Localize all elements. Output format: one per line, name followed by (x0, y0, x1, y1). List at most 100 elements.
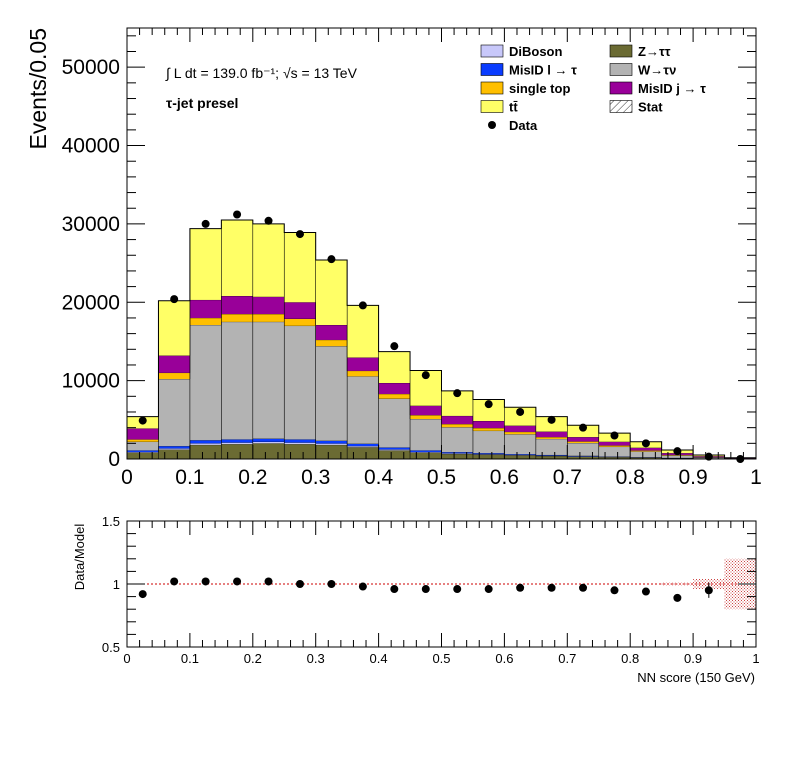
x-tick-label: 0.9 (678, 466, 707, 489)
bar-segment (472, 420, 505, 429)
bar-segment (441, 415, 473, 425)
main-y-ticks: 0 10000 20000 30000 40000 50000 (62, 35, 756, 471)
ratio-point (170, 577, 179, 586)
bar-segment (189, 324, 222, 441)
series-3 (127, 321, 756, 459)
legend-item: Z→ττ (609, 44, 671, 59)
legend-item: W→τν (609, 63, 676, 78)
ratio-points (138, 577, 713, 602)
legend-label: Data (509, 118, 538, 133)
bar-segment (630, 447, 662, 451)
bar-segment (472, 428, 505, 431)
bar-segment (127, 450, 159, 452)
bar-segment (252, 223, 285, 297)
stacked-bars (126, 219, 757, 460)
bar-segment (378, 450, 411, 459)
bar-segment (567, 456, 599, 459)
ratio-point (358, 582, 367, 591)
bar-segment (441, 424, 473, 428)
legend-item: Stat (609, 100, 663, 115)
legend-swatch (480, 100, 504, 113)
bar-segment (347, 357, 379, 371)
x-tick-label: 0.8 (621, 651, 639, 666)
legend-swatch (480, 44, 504, 58)
ratio-point (547, 583, 556, 592)
bar-segment (630, 451, 662, 458)
bar-segment (315, 324, 348, 340)
bar-segment (630, 457, 662, 459)
x-tick-label: 0.3 (307, 651, 325, 666)
ratio-point (673, 593, 682, 602)
bar-segment (630, 450, 662, 452)
bar-segment (567, 455, 599, 457)
x-tick-label: 0.1 (181, 651, 199, 666)
bar-segment (189, 444, 222, 459)
bar-segment (189, 440, 222, 444)
region-text: τ-jet presel (166, 95, 238, 111)
legend-label: DiBoson (509, 44, 563, 59)
bar-segment (284, 232, 316, 303)
y-tick-label: 1.5 (102, 514, 120, 529)
bar-segment (504, 407, 536, 426)
bar-segment (410, 452, 442, 459)
x-tick-label: 0 (121, 466, 133, 489)
bar-segment (472, 453, 505, 455)
bar-segment (315, 444, 348, 459)
x-tick-label: 0.9 (684, 651, 702, 666)
bar-segment (598, 445, 631, 447)
bar-segment (410, 419, 442, 451)
bar-segment (378, 382, 411, 394)
ratio-point (233, 577, 242, 586)
bar-segment (158, 372, 190, 380)
data-point (579, 423, 588, 432)
bar-segment (221, 219, 253, 297)
legend-item: tt̄ (480, 100, 518, 115)
bar-segment (504, 425, 536, 432)
legend-label: MisID j → τ (638, 81, 706, 96)
bar-segment (158, 379, 190, 447)
legend-swatch (480, 63, 504, 76)
bar-segment (598, 441, 631, 446)
bar-segment (504, 454, 536, 456)
bar-segment (535, 438, 568, 455)
main-x-ticks: 0 0.1 0.2 0.3 0.4 0.5 0.6 0.7 0.8 0.9 1 (121, 28, 762, 489)
bar-segment (504, 455, 536, 459)
data-point (170, 295, 179, 304)
bar-segment (410, 450, 442, 452)
bar-segment (221, 442, 253, 445)
x-tick-label: 0.3 (301, 466, 330, 489)
legend-item: DiBoson (480, 44, 563, 59)
bar-segment (189, 299, 222, 318)
x-tick-label: 1 (750, 466, 762, 489)
bar-segment (472, 454, 505, 455)
legend-label: single top (509, 81, 570, 96)
bar-segment (567, 443, 599, 456)
data-point (327, 255, 336, 264)
bar-segment (378, 449, 411, 451)
bar-segment (252, 321, 285, 439)
data-point (453, 389, 462, 398)
bar-segment (347, 376, 379, 444)
data-point (295, 230, 304, 239)
x-tick-label: 0.2 (238, 466, 267, 489)
legend-swatch (609, 100, 633, 113)
data-point (390, 342, 399, 351)
x-tick-label: 0.6 (495, 651, 513, 666)
data-point (610, 431, 619, 440)
bar-segment (598, 457, 631, 459)
legend-label: Z→ττ (638, 44, 671, 59)
bar-segment (472, 454, 505, 459)
x-tick-label: 0.1 (175, 466, 204, 489)
bar-segment (315, 339, 348, 347)
bar-segment (535, 416, 568, 432)
ratio-point (641, 587, 650, 596)
y-tick-label: 20000 (62, 291, 120, 314)
bar-segment (378, 393, 411, 399)
y-tick-label: 1 (113, 577, 120, 592)
ratio-y-ticks: 0.5 1 1.5 (102, 514, 756, 655)
x-tick-label: 0.5 (427, 466, 456, 489)
ratio-point (421, 585, 430, 594)
bar-segment (315, 443, 348, 445)
bar-segment (221, 314, 253, 322)
